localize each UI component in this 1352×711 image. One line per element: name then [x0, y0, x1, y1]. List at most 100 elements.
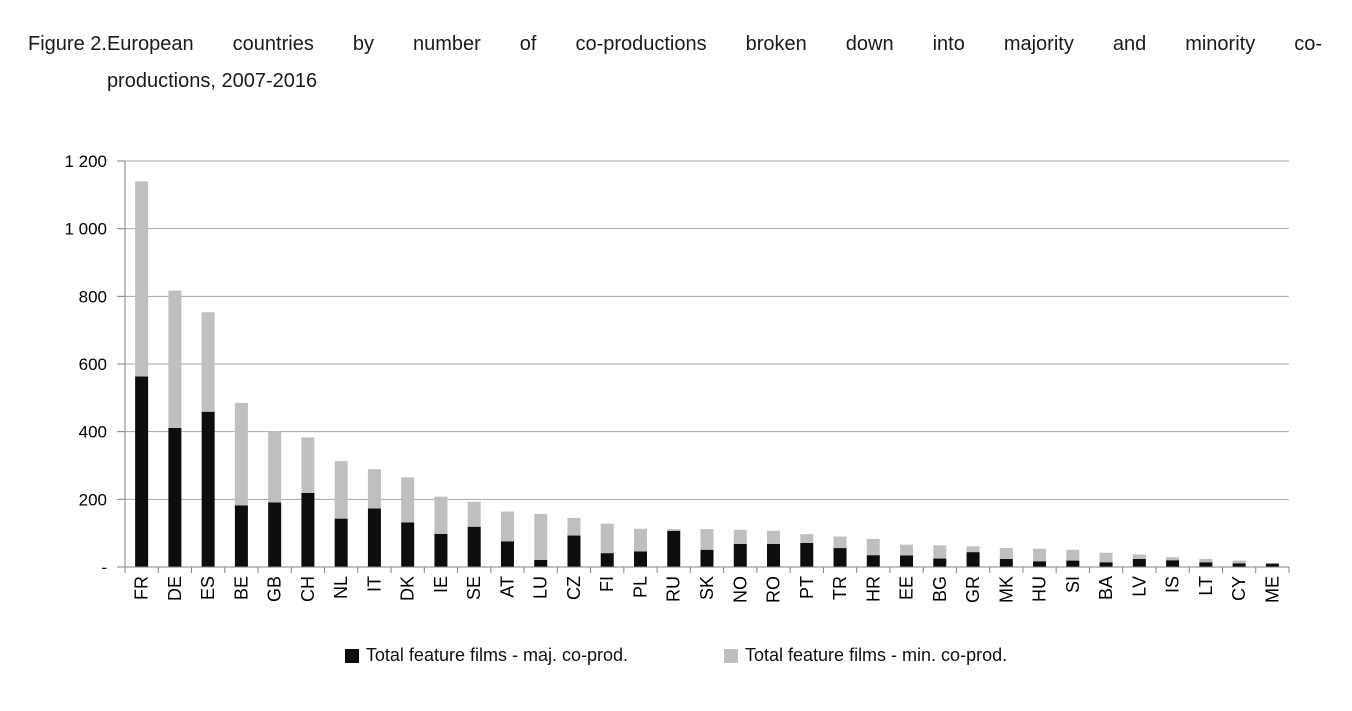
y-tick-label-1200: 1 200 [64, 152, 107, 171]
bar-ES-majority [201, 411, 215, 567]
bar-SI-minority [1066, 549, 1080, 561]
x-label-DE: DE [165, 576, 185, 601]
bar-EE-minority [900, 544, 914, 556]
bar-DE-majority [168, 427, 182, 567]
bar-CH-minority [301, 437, 315, 493]
x-label-FR: FR [132, 576, 152, 600]
x-label-IT: IT [364, 576, 384, 592]
bar-IT-minority [367, 469, 381, 509]
bar-GB-majority [268, 502, 282, 567]
y-tick-label-400: 400 [79, 423, 107, 442]
legend-swatch-majority [344, 648, 359, 663]
x-label-ME: ME [1262, 576, 1282, 603]
x-label-DK: DK [398, 576, 418, 601]
figure-title-line1: European countries by number of co-produ… [106, 33, 1322, 55]
x-label-LU: LU [531, 576, 551, 599]
bar-SK-minority [700, 529, 714, 550]
bar-BE-minority [234, 402, 248, 506]
bar-PL-minority [633, 528, 647, 552]
bar-DE-minority [168, 290, 182, 428]
bar-NL-majority [334, 518, 348, 567]
bar-LT-majority [1199, 562, 1213, 567]
x-label-ES: ES [198, 576, 218, 600]
bar-GR-majority [966, 552, 980, 567]
bar-CY-majority [1232, 563, 1246, 567]
legend-label-majority: Total feature films - maj. co-prod. [365, 645, 628, 665]
bar-MK-minority [999, 548, 1013, 559]
x-label-CY: CY [1229, 576, 1249, 601]
figure-title: Figure 2. European countries by number o… [0, 26, 1352, 100]
bar-NL-minority [334, 461, 348, 519]
bar-IE-majority [434, 533, 448, 567]
bar-SE-minority [467, 501, 481, 527]
bar-IT-majority [367, 508, 381, 567]
bar-BE-majority [234, 505, 248, 567]
x-label-BE: BE [231, 576, 251, 600]
bar-GB-minority [268, 431, 282, 503]
y-tick-label-600: 600 [79, 355, 107, 374]
bar-ME-minority [1265, 562, 1279, 564]
bar-BG-minority [933, 545, 947, 559]
bar-BA-minority [1099, 552, 1113, 563]
bar-FR-minority [135, 181, 149, 377]
bar-BA-majority [1099, 562, 1113, 567]
bar-IE-minority [434, 496, 448, 534]
x-label-AT: AT [497, 576, 517, 598]
bar-AT-minority [500, 511, 514, 542]
bar-LU-majority [534, 559, 548, 567]
x-label-IE: IE [431, 576, 451, 593]
bar-NO-minority [733, 529, 747, 544]
legend-swatch-minority [724, 648, 738, 663]
bar-IS-minority [1166, 557, 1180, 561]
bar-DK-majority [401, 522, 415, 567]
bar-LV-majority [1132, 558, 1146, 567]
y-tick-label-0: - [101, 558, 107, 577]
bar-ME-majority [1265, 563, 1279, 567]
x-label-SK: SK [697, 576, 717, 600]
legend-item-minority: Total feature films - min. co-prod. [724, 645, 1007, 666]
bar-PT-majority [800, 542, 814, 567]
bar-HR-majority [866, 555, 880, 567]
bar-TR-minority [833, 536, 847, 549]
bar-RU-majority [667, 530, 681, 567]
x-label-NL: NL [331, 576, 351, 599]
bar-CZ-majority [567, 535, 581, 567]
bar-FI-minority [600, 523, 614, 554]
bar-AT-majority [500, 541, 514, 567]
bar-PT-minority [800, 534, 814, 543]
x-label-HU: HU [1030, 576, 1050, 602]
x-label-SE: SE [464, 576, 484, 600]
bar-HR-minority [866, 538, 880, 556]
figure-title-line2: productions, 2007-2016 [106, 70, 318, 92]
x-label-MK: MK [996, 576, 1016, 603]
legend-item-majority: Total feature films - maj. co-prod. [344, 645, 628, 666]
x-label-BG: BG [930, 576, 950, 602]
x-label-GR: GR [963, 576, 983, 603]
y-tick-label-800: 800 [79, 287, 107, 306]
bar-TR-majority [833, 548, 847, 567]
bar-BG-majority [933, 558, 947, 567]
x-label-PT: PT [797, 576, 817, 599]
figure-label: Figure 2. [28, 33, 107, 55]
x-label-EE: EE [897, 576, 917, 600]
bar-MK-majority [999, 558, 1013, 567]
bar-DK-minority [401, 477, 415, 523]
chart-legend: Total feature films - maj. co-prod. Tota… [0, 645, 1352, 666]
y-tick-label-200: 200 [79, 490, 107, 509]
x-label-PL: PL [630, 576, 650, 598]
x-label-FI: FI [597, 576, 617, 592]
bar-LV-minority [1132, 554, 1146, 559]
x-label-HR: HR [863, 576, 883, 602]
x-label-LT: LT [1196, 576, 1216, 596]
bar-LU-minority [534, 513, 548, 560]
figure-title-text: European countries by number of co-produ… [107, 26, 1322, 100]
bar-FR-majority [135, 376, 149, 567]
bar-SE-majority [467, 526, 481, 567]
bar-RU-minority [667, 529, 681, 531]
bar-SI-majority [1066, 560, 1080, 567]
bar-PL-majority [633, 551, 647, 567]
x-label-TR: TR [830, 576, 850, 600]
y-tick-label-1000: 1 000 [64, 220, 107, 239]
legend-label-minority: Total feature films - min. co-prod. [745, 645, 1008, 665]
